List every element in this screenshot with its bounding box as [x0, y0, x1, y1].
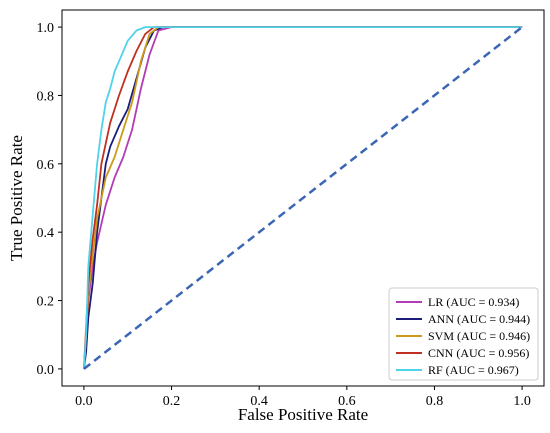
x-axis-ticks: 0.0 0.2 0.4 0.6 0.8 1.0	[75, 386, 531, 409]
legend-label: LR (AUC = 0.934)	[428, 295, 519, 309]
series-line-1	[83, 26, 523, 370]
x-axis-label: False Positive Rate	[238, 405, 368, 424]
legend-label: CNN (AUC = 0.956)	[428, 346, 529, 360]
y-tick-label: 1.0	[37, 21, 55, 36]
plot-frame	[61, 9, 545, 387]
x-tick-label: 0.2	[163, 394, 181, 409]
series-line-4	[83, 26, 523, 369]
legend: LR (AUC = 0.934) ANN (AUC = 0.944) SVM (AU…	[388, 287, 539, 381]
x-tick-label: 0.0	[75, 394, 93, 409]
x-tick-label: 1.0	[513, 394, 531, 409]
x-tick-label: 0.8	[426, 394, 444, 409]
legend-label: RF (AUC = 0.967)	[428, 363, 519, 377]
plot-area	[83, 26, 523, 370]
y-axis-label: True Positive Rate	[7, 135, 26, 261]
legend-label: SVM (AUC = 0.946)	[428, 329, 530, 343]
y-tick-label: 0.2	[37, 295, 55, 310]
y-tick-label: 0.4	[37, 226, 55, 241]
y-tick-label: 0.0	[37, 363, 55, 378]
reference-diagonal-line	[83, 26, 523, 370]
y-tick-label: 0.8	[37, 89, 55, 104]
legend-label: ANN (AUC = 0.944)	[428, 312, 530, 326]
x-tick-label: 0.6	[338, 394, 356, 409]
legend-box	[388, 287, 539, 381]
y-tick-label: 0.6	[37, 158, 55, 173]
y-axis-ticks: 0.0 0.2 0.4 0.6 0.8 1.0	[37, 21, 62, 378]
x-tick-label: 0.4	[250, 394, 268, 409]
